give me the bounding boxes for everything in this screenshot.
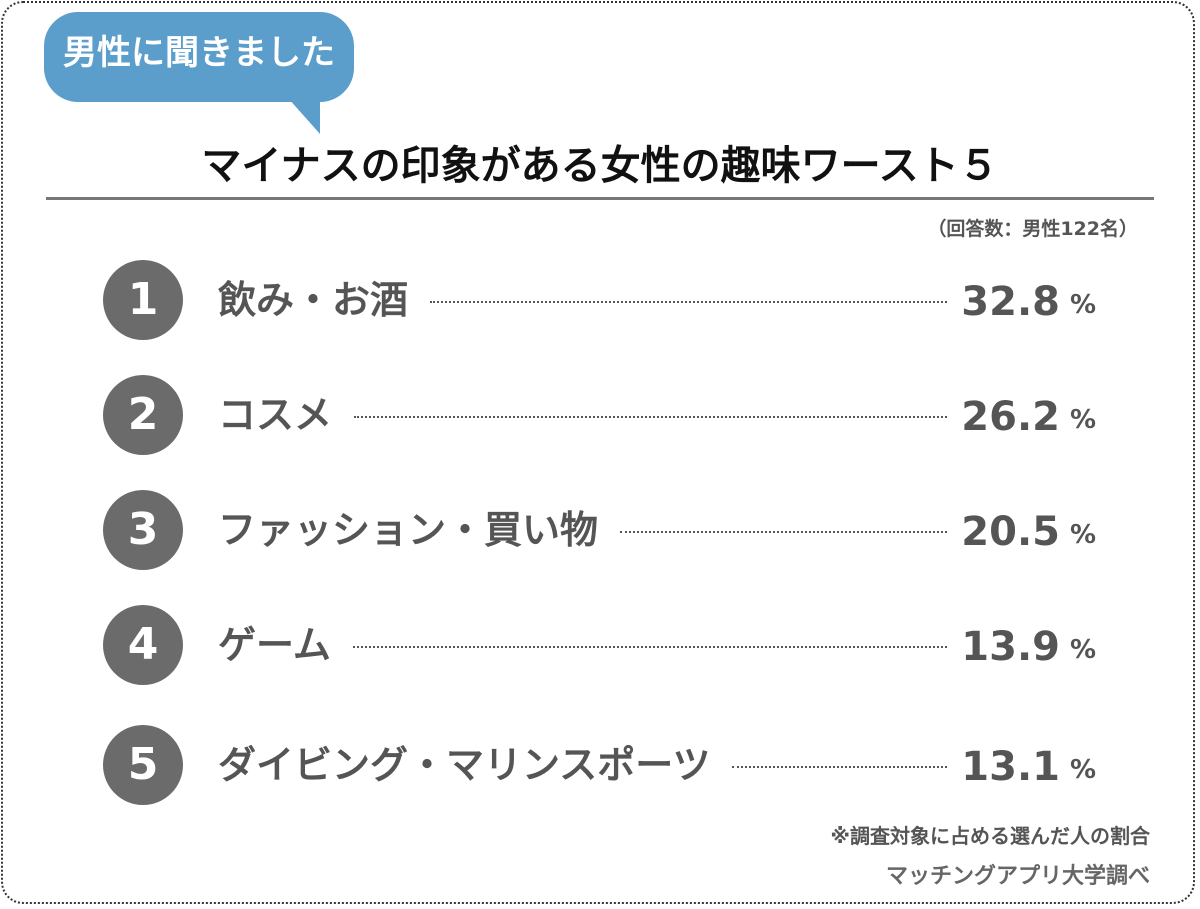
respondent-note: （回答数：男性122名） <box>927 218 1138 240</box>
rank-badge: 5 <box>103 725 183 805</box>
speech-bubble-tail <box>288 98 320 134</box>
bubble-text: 男性に聞きました <box>63 33 335 73</box>
hobby-label: コスメ <box>218 393 333 437</box>
page-title: マイナスの印象がある女性の趣味ワースト５ <box>201 143 999 189</box>
ranking-row: 1 飲み・お酒 32.8 % <box>0 260 1200 340</box>
dotted-leader <box>620 531 947 533</box>
ranking-row: 3 ファッション・買い物 20.5 % <box>0 490 1200 570</box>
percent-unit: % <box>1070 755 1097 785</box>
hobby-label: 飲み・お酒 <box>218 278 409 322</box>
percentage-value: 13.9 <box>961 624 1060 670</box>
ranking-row: 2 コスメ 26.2 % <box>0 375 1200 455</box>
footnote: ※調査対象に占める選んだ人の割合 <box>830 824 1150 848</box>
percentage-value: 26.2 <box>961 394 1060 440</box>
percent-unit: % <box>1070 635 1097 665</box>
dotted-leader <box>732 766 947 768</box>
dotted-leader <box>430 301 947 303</box>
hobby-label: ファッション・買い物 <box>218 508 599 552</box>
source-credit: マッチングアプリ大学調べ <box>885 864 1150 889</box>
percent-unit: % <box>1070 290 1097 320</box>
speech-bubble <box>44 12 354 102</box>
rank-badge: 3 <box>103 490 183 570</box>
percentage-value: 32.8 <box>961 279 1060 325</box>
rank-badge: 2 <box>103 375 183 455</box>
hobby-label: ダイビング・マリンスポーツ <box>218 743 711 787</box>
ranking-row: 5 ダイビング・マリンスポーツ 13.1 % <box>0 725 1200 805</box>
percentage-value: 20.5 <box>961 509 1060 555</box>
percent-unit: % <box>1070 520 1097 550</box>
rank-badge: 4 <box>103 605 183 685</box>
percentage-value: 13.1 <box>961 744 1060 790</box>
ranking-row: 4 ゲーム 13.9 % <box>0 605 1200 685</box>
hobby-label: ゲーム <box>218 623 331 667</box>
dotted-leader <box>353 646 947 648</box>
dotted-leader <box>354 416 947 418</box>
divider <box>46 197 1154 200</box>
rank-badge: 1 <box>103 260 183 340</box>
percent-unit: % <box>1070 405 1097 435</box>
